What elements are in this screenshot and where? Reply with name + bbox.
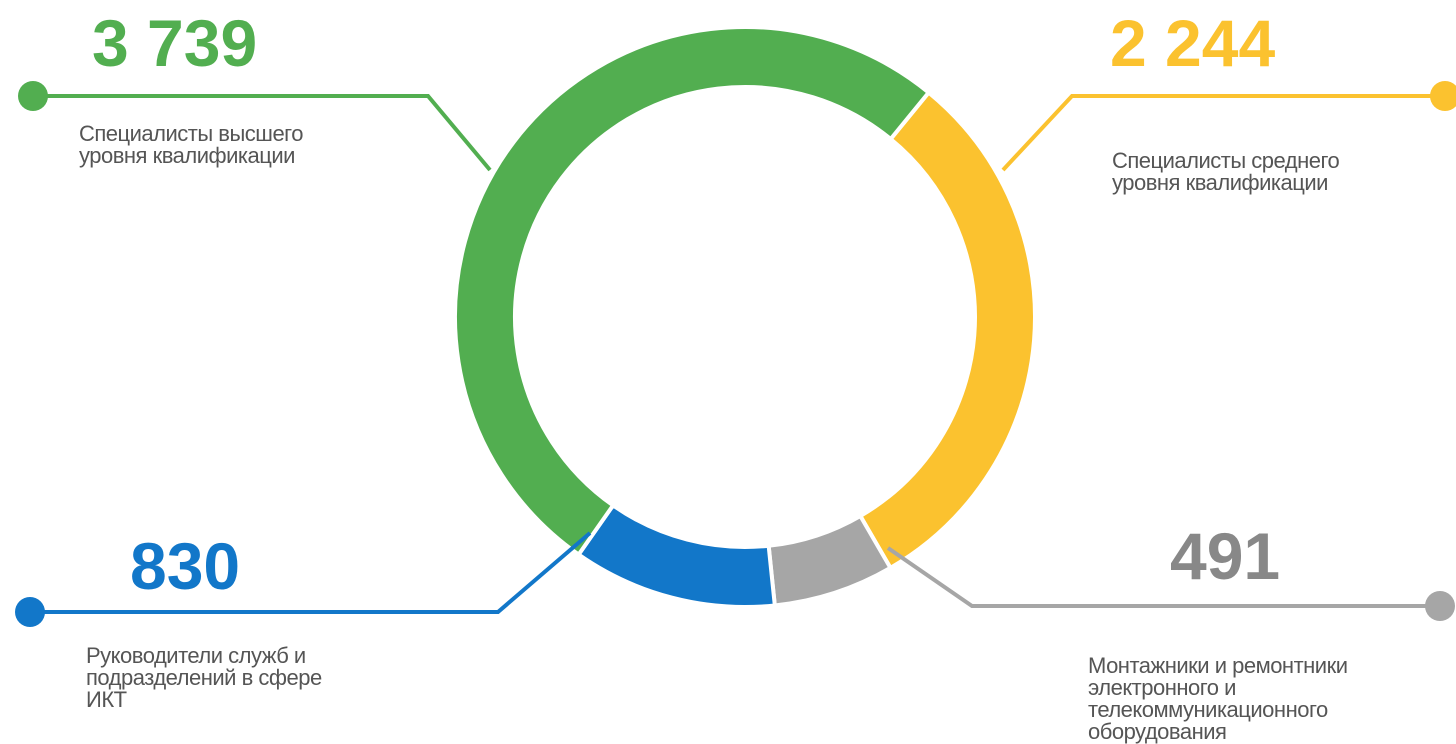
segment-higher-specialists bbox=[453, 25, 932, 558]
leader-lines bbox=[15, 81, 1456, 627]
segment-ict-managers bbox=[575, 502, 778, 609]
label-line: уровня квалификации bbox=[1112, 170, 1328, 195]
label-line: уровня квалификации bbox=[79, 143, 295, 168]
value-label-higher-specialists: 3 739 bbox=[92, 6, 258, 80]
leader-installers-dot bbox=[1425, 591, 1455, 621]
value-label-mid-specialists: 2 244 bbox=[1110, 6, 1276, 80]
leader-ict-managers-dot bbox=[15, 597, 45, 627]
leader-mid-specialists bbox=[1001, 94, 1445, 172]
label-line: электронного и bbox=[1088, 675, 1236, 700]
donut-segments bbox=[453, 25, 1037, 609]
leader-ict-managers bbox=[30, 531, 592, 614]
label-line: телекоммуникационного bbox=[1088, 697, 1328, 722]
leader-higher-specialists-dot bbox=[18, 81, 48, 111]
category-label-mid-specialists: Специалисты среднего уровня квалификации bbox=[1112, 148, 1340, 195]
label-line: Монтажники и ремонтники bbox=[1088, 653, 1348, 678]
label-line: оборудования bbox=[1088, 719, 1227, 744]
label-line: ИКТ bbox=[86, 687, 127, 712]
category-label-installers: Монтажники и ремонтники электронного и т… bbox=[1088, 655, 1348, 743]
value-label-installers: 491 bbox=[1170, 519, 1281, 593]
category-label-higher-specialists: Специалисты высшего уровня квалификации bbox=[79, 123, 303, 167]
value-label-ict-managers: 830 bbox=[130, 529, 241, 603]
leader-installers bbox=[886, 546, 1440, 608]
label-line: Руководители служб и bbox=[86, 643, 306, 668]
label-line: подразделений в сфере bbox=[86, 665, 322, 690]
leader-higher-specialists bbox=[35, 94, 492, 172]
leader-mid-specialists-dot bbox=[1430, 81, 1456, 111]
label-line: Специалисты высшего bbox=[79, 121, 303, 146]
label-line: Специалисты среднего bbox=[1112, 148, 1340, 173]
category-label-ict-managers: Руководители служб и подразделений в сфе… bbox=[86, 645, 322, 711]
